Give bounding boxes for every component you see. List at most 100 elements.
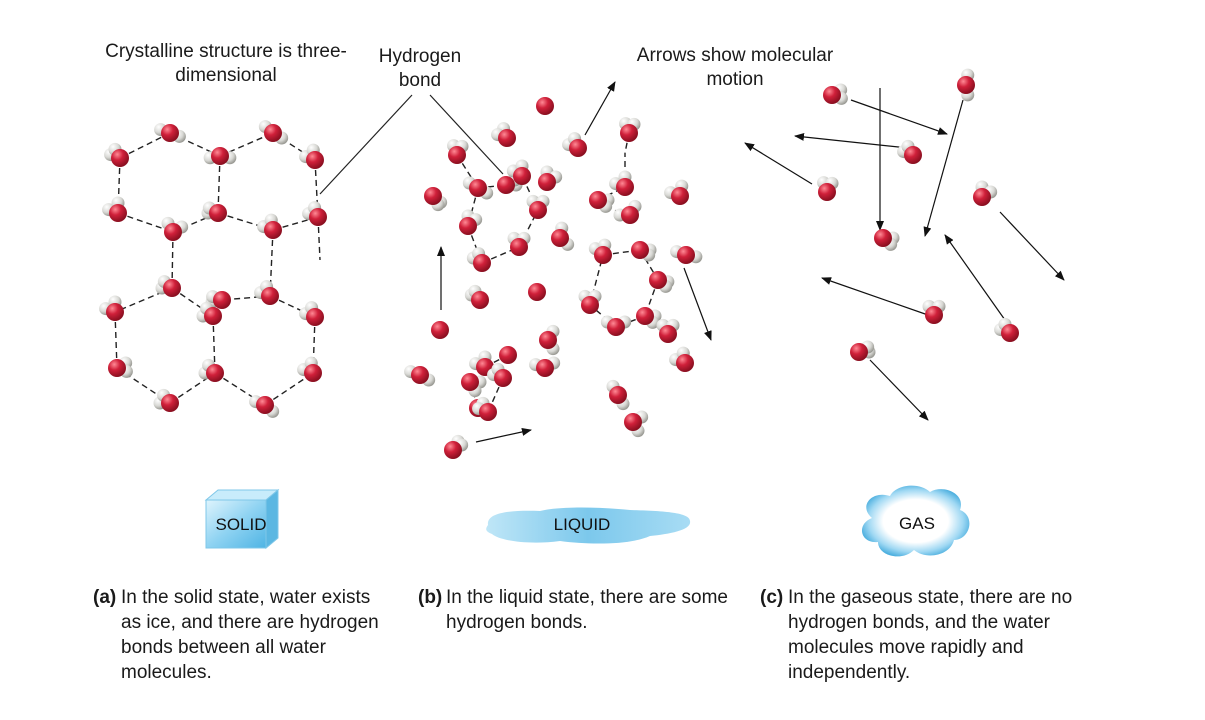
water-molecule [539, 324, 560, 356]
caption-liquid: (b) In the liquid state, there are some … [418, 585, 728, 635]
oxygen-atom [264, 221, 282, 239]
water-molecule [461, 373, 487, 398]
water-molecule [669, 346, 694, 372]
oxygen-atom [306, 151, 324, 169]
oxygen-atom [461, 373, 479, 391]
oxygen-atom [209, 204, 227, 222]
oxygen-atom [469, 179, 487, 197]
oxygen-atom [264, 124, 282, 142]
caption-gas: (c) In the gaseous state, there are no h… [760, 585, 1080, 685]
liquid-puddle-icon: LIQUID [486, 507, 691, 544]
oxygen-atom [671, 187, 689, 205]
oxygen-atom [499, 346, 517, 364]
oxygen-atom [569, 139, 587, 157]
water-molecule [102, 196, 127, 222]
oxygen-atom [616, 178, 634, 196]
water-molecule [636, 307, 662, 329]
oxygen-atom [1001, 324, 1019, 342]
oxygen-atom [459, 217, 477, 235]
water-molecule [624, 410, 649, 438]
oxygen-atom [581, 296, 599, 314]
caption-tag-a: (a) [93, 587, 117, 608]
caption-tag-b: (b) [418, 587, 443, 608]
water-molecule [104, 142, 129, 167]
oxygen-atom [589, 191, 607, 209]
caption-tag-c: (c) [760, 587, 784, 608]
water-molecule [922, 299, 946, 324]
water-molecule [447, 139, 469, 164]
water-molecule [161, 216, 189, 241]
water-molecules [99, 68, 1019, 459]
water-molecule [155, 275, 181, 297]
water-molecule [817, 176, 839, 201]
water-molecule [606, 379, 630, 411]
water-molecule [201, 201, 227, 222]
oxygen-atom [513, 167, 531, 185]
oxygen-atom [609, 386, 627, 404]
caption-solid: (a) In the solid state, water exists as … [93, 585, 393, 685]
water-molecule [823, 83, 848, 105]
oxygen-atom [304, 364, 322, 382]
water-molecule [589, 191, 615, 213]
water-molecule [444, 434, 469, 459]
oxygen-atom [479, 403, 497, 421]
water-molecule [609, 170, 634, 196]
water-molecule [631, 241, 657, 262]
caption-text-a: In the solid state, water exists as ice,… [121, 587, 379, 683]
water-molecule [258, 120, 289, 145]
water-molecule [578, 289, 602, 314]
motion-arrow [744, 142, 813, 185]
water-molecule [664, 179, 689, 205]
water-molecule [469, 350, 494, 376]
oxygen-atom [649, 271, 667, 289]
water-molecule [297, 356, 322, 382]
motion-arrow [999, 211, 1065, 281]
motion-arrow [821, 277, 929, 316]
oxygen-atom [594, 246, 612, 264]
caption-text-c: In the gaseous state, there are no hydro… [788, 587, 1073, 683]
oxygen-atom [411, 366, 429, 384]
oxygen-atom [448, 146, 466, 164]
water-molecule [670, 245, 703, 264]
water-molecule [973, 180, 998, 206]
oxygen-atom [621, 206, 639, 224]
water-molecule [487, 362, 512, 387]
oxygen-atom [431, 321, 449, 339]
oxygen-atom [551, 229, 569, 247]
water-molecule [613, 199, 642, 224]
water-molecule [551, 221, 575, 251]
oxygen-atom [261, 287, 279, 305]
oxygen-atom [161, 124, 179, 142]
water-molecule [897, 139, 922, 164]
water-molecule [431, 321, 449, 339]
oxygen-atom [904, 146, 922, 164]
motion-arrow [683, 267, 712, 341]
water-molecule [957, 68, 975, 102]
motion-arrows [437, 81, 1065, 443]
water-molecule [254, 280, 279, 305]
oxygen-atom [309, 208, 327, 226]
water-molecule [198, 358, 224, 382]
oxygen-atom [538, 173, 556, 191]
water-molecule [472, 396, 497, 421]
water-molecule [153, 388, 179, 412]
motion-arrow [584, 81, 616, 136]
oxygen-atom [306, 308, 324, 326]
crystalline-structure-label: Crystalline structure is three-dimension… [105, 41, 347, 86]
water-molecule [538, 165, 563, 191]
water-molecule [203, 147, 237, 165]
water-molecule [499, 346, 517, 364]
oxygen-atom [108, 359, 126, 377]
hydrogen-bond-line [272, 216, 319, 231]
hydrogen-bond-label: Hydrogen bond [378, 46, 462, 91]
oxygen-atom [925, 306, 943, 324]
oxygen-atom [497, 176, 515, 194]
water-molecule [526, 194, 550, 219]
hydrogen-bond-line [317, 216, 321, 261]
oxygen-atom [659, 325, 677, 343]
oxygen-atom [874, 229, 892, 247]
oxygen-atom [256, 396, 274, 414]
oxygen-atom [473, 254, 491, 272]
water-molecule [466, 247, 491, 272]
